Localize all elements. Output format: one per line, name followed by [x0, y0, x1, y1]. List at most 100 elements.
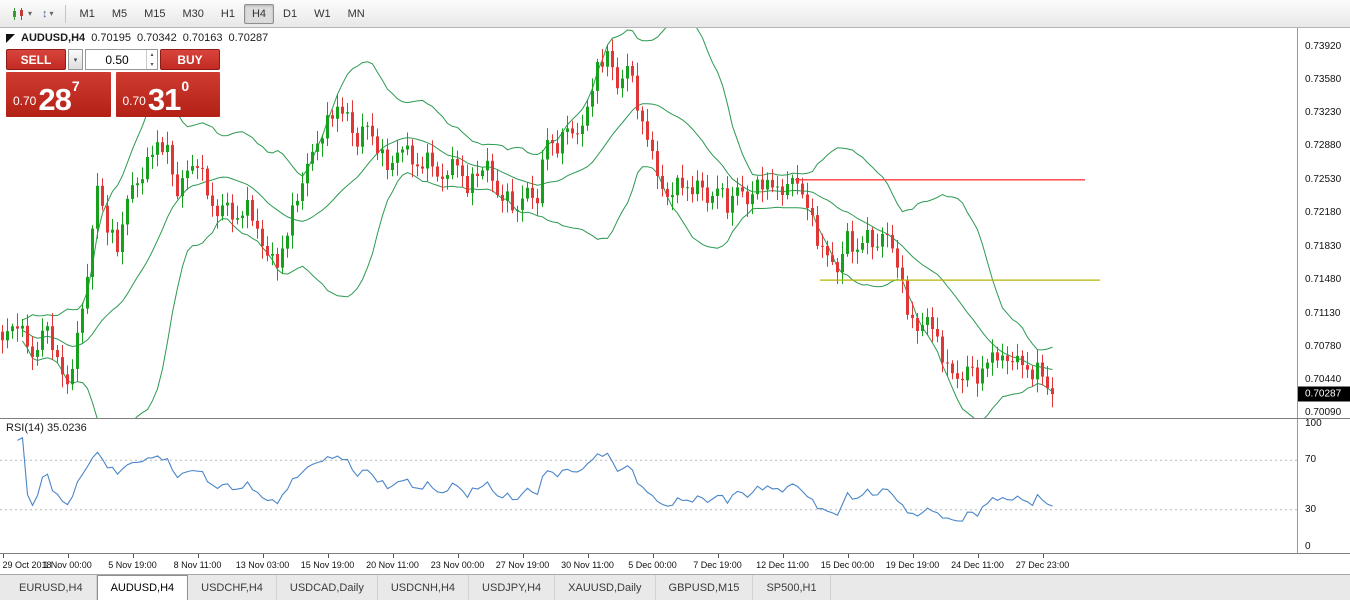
timeframe-h4[interactable]: H4	[243, 3, 275, 24]
chart-tab-bar: EURUSD,H4 AUDUSD,H4 USDCHF,H4 USDCAD,Daily U…	[0, 574, 1350, 600]
one-click-toggle-icon[interactable]	[6, 33, 15, 43]
sell-price-pip: 7	[71, 78, 80, 94]
chart-type-button[interactable]: ▾	[6, 3, 37, 25]
time-label: 24 Dec 11:00	[951, 560, 1004, 570]
price-tick-label: 0.70440	[1305, 373, 1342, 385]
buy-price-prefix: 0.70	[122, 94, 146, 108]
price-tick-label: 0.73920	[1305, 41, 1342, 52]
ohlc-low: 0.70163	[182, 32, 223, 44]
time-label: 19 Dec 19:00	[885, 560, 940, 570]
time-label: 5 Dec 00:00	[628, 560, 677, 570]
sell-price-big: 28	[38, 81, 71, 117]
time-label: 20 Nov 11:00	[366, 560, 419, 570]
sell-button[interactable]: SELL	[6, 49, 66, 70]
chart-tab-usdcad-daily[interactable]: USDCAD,Daily	[277, 575, 378, 600]
price-scale[interactable]: 0.70287 0.73920 0.73580 0.73230 0.72880 0.72…	[1297, 28, 1350, 418]
toolbar-separator	[64, 4, 66, 23]
candlestick-chart-icon	[13, 7, 23, 20]
time-tick	[457, 554, 459, 558]
rsi-value: 35.0236	[46, 422, 87, 434]
time-tick	[392, 554, 394, 558]
chart-tab-usdjpy-h4[interactable]: USDJPY,H4	[469, 575, 556, 600]
timeframe-h1[interactable]: H1	[220, 7, 235, 20]
chart-tab-gbpusd-m15[interactable]: GBPUSD,M15	[656, 575, 754, 600]
price-tick-label: 0.72530	[1305, 173, 1342, 185]
chart-tab-xauusd-daily[interactable]: XAUUSD,Daily	[555, 575, 656, 600]
time-label: 8 Nov 11:00	[173, 560, 222, 570]
buy-price-display[interactable]: 0.70 31 0	[115, 72, 220, 117]
time-tick	[1042, 554, 1044, 558]
timeframe-mn[interactable]: MN	[347, 7, 365, 20]
rsi-tick-label: 0	[1305, 541, 1311, 552]
time-axis[interactable]: 29 Oct 2018 1 Nov 00:00 5 Nov 19:00 8 Nov 1…	[0, 553, 1350, 574]
time-label: 30 Nov 11:00	[561, 560, 614, 570]
rsi-tick-label: 30	[1305, 503, 1317, 515]
one-click-trade-panel: SELL ▾ ▴ ▾ BUY 0.70 28 7	[6, 49, 220, 117]
time-tick	[197, 554, 199, 558]
ohlc-close: 0.70287	[228, 32, 269, 44]
caret-down-icon: ▾	[49, 9, 54, 18]
time-tick	[2, 554, 4, 558]
time-label: 23 Nov 00:00	[430, 560, 485, 570]
time-tick	[652, 554, 654, 558]
time-label: 27 Dec 23:00	[1015, 560, 1070, 570]
panel-divider[interactable]	[0, 418, 1350, 419]
volume-spinner: ▴ ▾	[146, 50, 157, 69]
time-tick	[912, 554, 914, 558]
spinner-up-icon[interactable]: ▴	[150, 52, 154, 59]
timeframe-group: M1 M5 M15 M30 H1 H4 D1 W1 MN	[72, 3, 373, 24]
timeframe-m15[interactable]: M15	[144, 7, 166, 20]
price-tick-label: 0.71130	[1305, 307, 1341, 319]
rsi-label: RSI(14) 35.0236	[6, 422, 87, 434]
time-label: 13 Nov 03:00	[235, 560, 290, 570]
price-tick-label: 0.71480	[1305, 274, 1342, 286]
timeframe-w1[interactable]: W1	[314, 7, 331, 20]
time-tick	[782, 554, 784, 558]
rsi-panel[interactable]: RSI(14) 35.0236 100 70 30 0	[0, 419, 1350, 553]
main-chart-area[interactable]: AUDUSD,H4 0.70195 0.70342 0.70163 0.7028…	[0, 28, 1350, 418]
timeframe-d1[interactable]: D1	[283, 7, 298, 20]
chart-tab-audusd-h4[interactable]: AUDUSD,H4	[96, 575, 189, 600]
time-tick	[847, 554, 849, 558]
spinner-down-icon[interactable]: ▾	[150, 61, 154, 68]
current-price-badge: 0.70287	[1298, 386, 1350, 402]
price-tick-label: 0.73230	[1305, 106, 1342, 118]
chart-tab-usdchf-h4[interactable]: USDCHF,H4	[188, 575, 277, 600]
timeframe-m30[interactable]: M30	[182, 7, 204, 20]
time-label: 12 Dec 11:00	[756, 560, 809, 570]
buy-button[interactable]: BUY	[160, 49, 220, 70]
timeframe-m5[interactable]: M5	[111, 7, 128, 20]
buy-price-big: 31	[147, 81, 181, 117]
price-tick-label: 0.72880	[1305, 140, 1342, 152]
time-tick	[587, 554, 589, 558]
rsi-tick-label: 70	[1305, 454, 1317, 466]
price-tick-label: 0.70090	[1305, 406, 1342, 418]
chart-tab-usdcnh-h4[interactable]: USDCNH,H4	[378, 575, 470, 600]
price-tick-label: 0.70780	[1305, 341, 1342, 352]
time-tick	[327, 554, 329, 558]
rsi-tick-label: 100	[1305, 418, 1322, 429]
time-label: 15 Nov 19:00	[300, 560, 355, 570]
chart-tab-sp500-h1[interactable]: SP500,H1	[753, 575, 831, 600]
rsi-title: RSI(14)	[6, 422, 44, 434]
chart-tab-eurusd-h4[interactable]: EURUSD,H4	[6, 575, 97, 600]
price-tick-label: 0.73580	[1305, 73, 1342, 85]
time-label: 1 Nov 00:00	[43, 560, 92, 570]
volume-dropdown-button[interactable]: ▾	[68, 49, 83, 70]
time-tick	[977, 554, 979, 558]
caret-down-icon: ▾	[73, 56, 78, 64]
chart-symbol: AUDUSD,H4	[21, 32, 86, 44]
rsi-chart[interactable]	[0, 419, 1297, 553]
volume-field: ▴ ▾	[85, 49, 158, 70]
scale-arrows-button[interactable]: ↕ ▾	[37, 3, 59, 25]
sell-price-prefix: 0.70	[13, 94, 37, 108]
up-down-arrows-icon: ↕	[42, 7, 48, 20]
chart-header: AUDUSD,H4 0.70195 0.70342 0.70163 0.7028…	[6, 32, 268, 44]
rsi-scale: 100 70 30 0	[1297, 419, 1350, 553]
volume-input[interactable]	[86, 50, 157, 69]
timeframe-m1[interactable]: M1	[79, 7, 95, 20]
candlestick-chart[interactable]	[0, 28, 1297, 418]
ohlc-open: 0.70195	[91, 32, 131, 44]
sell-price-display[interactable]: 0.70 28 7	[6, 72, 111, 117]
